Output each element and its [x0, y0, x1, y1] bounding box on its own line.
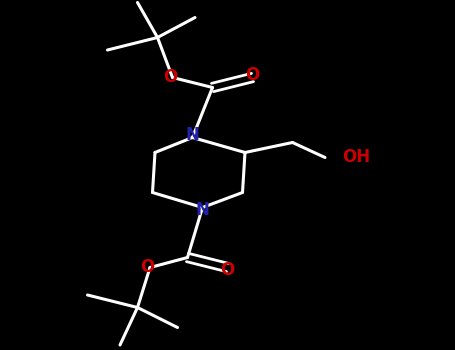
Text: OH: OH: [343, 148, 371, 167]
Text: O: O: [141, 259, 155, 276]
Text: O: O: [163, 69, 177, 86]
Text: O: O: [220, 261, 235, 279]
Text: N: N: [196, 201, 209, 219]
Text: N: N: [186, 126, 199, 144]
Text: O: O: [245, 66, 260, 84]
